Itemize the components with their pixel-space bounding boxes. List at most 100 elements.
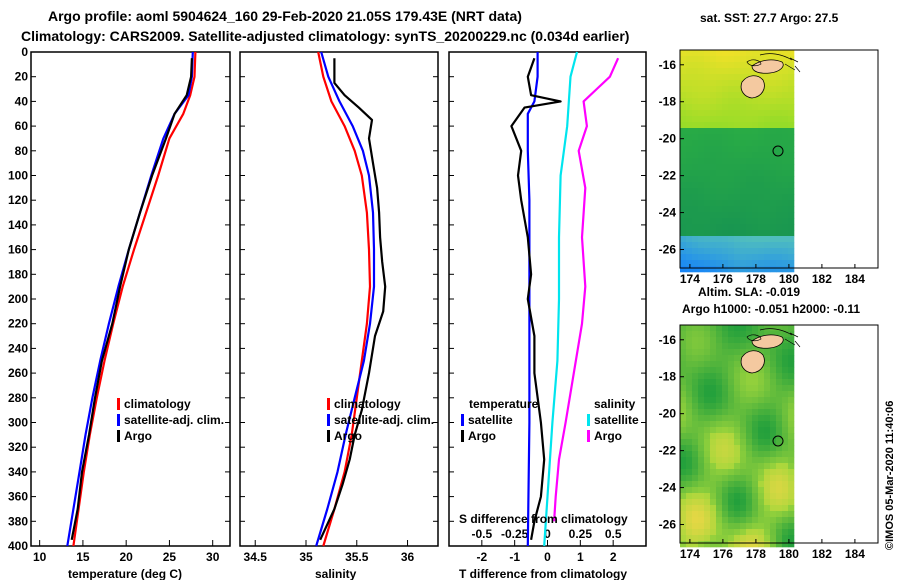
map-cell — [734, 62, 741, 69]
map-cell — [734, 367, 741, 374]
map-cell — [740, 242, 747, 249]
map-cell — [752, 433, 759, 440]
map-cell — [740, 62, 747, 69]
map-cell — [686, 337, 693, 344]
map-cell — [704, 463, 711, 470]
map-cell — [764, 98, 771, 105]
map-cell — [692, 122, 699, 129]
map-cell — [788, 457, 795, 464]
map-cell — [764, 385, 771, 392]
map-cell — [782, 493, 789, 500]
map-cell — [704, 511, 711, 518]
map-cell — [734, 331, 741, 338]
x-tick-label: 2 — [610, 550, 617, 564]
map-cell — [680, 122, 687, 129]
map-cell — [734, 104, 741, 111]
map-cell — [776, 98, 783, 105]
map-cell — [758, 325, 765, 332]
lon-tick-label: 176 — [713, 272, 733, 286]
map-cell — [770, 397, 777, 404]
map-cell — [782, 236, 789, 243]
map-cell — [734, 445, 741, 452]
map-cell — [698, 158, 705, 165]
map-cell — [716, 146, 723, 153]
map-cell — [776, 487, 783, 494]
map-cell — [782, 433, 789, 440]
map-cell — [686, 224, 693, 231]
map-cell — [764, 439, 771, 446]
map-cell — [782, 248, 789, 255]
map-cell — [758, 170, 765, 177]
map-cell — [746, 397, 753, 404]
map-cell — [698, 481, 705, 488]
legend-t-satellite-label: satellite — [468, 413, 513, 427]
map-cell — [716, 236, 723, 243]
top-x-tick-label: 0 — [544, 527, 551, 541]
map-cell — [734, 152, 741, 159]
map-cell — [686, 499, 693, 506]
map-cell — [740, 134, 747, 141]
map-cell — [752, 224, 759, 231]
map-cell — [788, 469, 795, 476]
map-cell — [758, 218, 765, 225]
map-cell — [782, 403, 789, 410]
map-cell — [746, 50, 753, 57]
map-cell — [758, 188, 765, 195]
x-tick-label: -1 — [509, 550, 520, 564]
map-cell — [722, 331, 729, 338]
map-cell — [776, 343, 783, 350]
map-cell — [746, 200, 753, 207]
map-cell — [782, 457, 789, 464]
map-cell — [776, 188, 783, 195]
map-cell — [698, 367, 705, 374]
salinity-panel-frame — [239, 51, 439, 547]
map-cell — [686, 86, 693, 93]
map-cell — [716, 260, 723, 267]
map-cell — [764, 134, 771, 141]
legend-satellite-label: satellite-adj. clim. — [334, 413, 434, 427]
map-cell — [752, 487, 759, 494]
map-cell — [788, 529, 795, 536]
map-cell — [758, 499, 765, 506]
map-cell — [770, 56, 777, 63]
map-cell — [704, 104, 711, 111]
map-cell — [698, 134, 705, 141]
map-cell — [692, 92, 699, 99]
salinity-axis-label: salinity — [315, 567, 357, 580]
map-cell — [752, 385, 759, 392]
map-cell — [746, 182, 753, 189]
map-cell — [758, 74, 765, 81]
map-cell — [728, 194, 735, 201]
y-tick-label: 300 — [8, 416, 28, 430]
map-cell — [716, 242, 723, 249]
map-cell — [740, 457, 747, 464]
map-cell — [692, 236, 699, 243]
map-cell — [680, 427, 687, 434]
map-cell — [764, 86, 771, 93]
map-cell — [692, 427, 699, 434]
map-cell — [680, 409, 687, 416]
map-cell — [692, 86, 699, 93]
map-cell — [746, 403, 753, 410]
map-cell — [698, 50, 705, 57]
map-cell — [770, 128, 777, 135]
map-cell — [776, 499, 783, 506]
map-cell — [686, 140, 693, 147]
map-cell — [698, 445, 705, 452]
map-cell — [764, 541, 771, 548]
map-cell — [722, 194, 729, 201]
lon-tick-label: 184 — [845, 272, 865, 286]
map-cell — [782, 242, 789, 249]
map-cell — [752, 110, 759, 117]
map-cell — [716, 415, 723, 422]
map-cell — [752, 200, 759, 207]
map-cell — [758, 349, 765, 356]
map-cell — [752, 128, 759, 135]
map-cell — [776, 134, 783, 141]
map-cell — [770, 164, 777, 171]
map-cell — [686, 62, 693, 69]
map-cell — [710, 50, 717, 57]
map-cell — [782, 415, 789, 422]
map-cell — [734, 212, 741, 219]
map-cell — [770, 457, 777, 464]
